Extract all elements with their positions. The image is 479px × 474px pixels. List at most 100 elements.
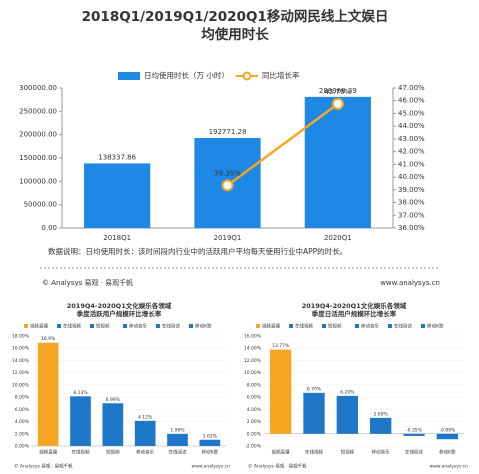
y-tick-label: 6.00%: [15, 407, 30, 413]
bar: [370, 417, 392, 434]
data-label: 13.77%: [272, 343, 290, 349]
bar: [37, 342, 59, 446]
legend-label: 移动K歌: [427, 323, 444, 330]
y-tick-label: -2.00%: [245, 444, 262, 450]
y2-tick-label: 42.00%: [398, 148, 425, 156]
legend-label: 在线视频: [63, 323, 81, 330]
legend-label: 视频直播: [30, 323, 48, 330]
x-tick-label: 2020Q1: [324, 234, 352, 242]
y-tick-label: 10.00%: [12, 382, 30, 388]
line: [226, 102, 339, 187]
legend-label: 日均使用时长（万 小时）: [144, 70, 229, 80]
y-tick-label: 12.00%: [244, 358, 262, 364]
x-tick-label: 在线阅读: [169, 449, 187, 456]
y-tick-label: 300000.00: [19, 84, 57, 92]
legend-swatch: [156, 324, 160, 328]
y-tick-label: 0.00: [41, 224, 57, 232]
line-marker: [331, 97, 344, 110]
legend-label: 短视频: [328, 323, 342, 330]
data-label: 45.75%: [324, 88, 351, 96]
y-tick-label: 0.00%: [15, 444, 30, 450]
y2-tick-label: 39.00%: [398, 186, 425, 194]
x-tick-label: 移动音乐: [372, 449, 390, 456]
chart-title: 2019Q4-2020Q1文化娱乐各领域: [302, 301, 407, 310]
footer-site: www.analysys.cn: [192, 464, 231, 470]
chart-title: 2019Q4-2020Q1文化娱乐各领域: [67, 301, 172, 310]
x-tick-label: 视频直播: [272, 449, 290, 456]
legend-swatch: [256, 324, 260, 328]
data-label: 1.99%: [170, 427, 185, 433]
y-tick-label: 0.00%: [247, 431, 262, 437]
data-label: -0.35%: [406, 427, 423, 433]
footer-brand: © Analysys 易观 · 易观千帆: [248, 463, 307, 470]
y-tick-label: 150000.00: [19, 154, 57, 162]
data-label: 8.13%: [73, 390, 88, 396]
bar: [304, 96, 371, 229]
data-label: 2.60%: [374, 411, 389, 417]
bar: [134, 420, 156, 446]
legend-swatch: [421, 324, 425, 328]
y-tick-label: 100000.00: [19, 177, 57, 185]
y2-tick-label: 44.00%: [398, 122, 425, 130]
x-tick-label: 视频直播: [39, 449, 57, 456]
legend-label: 移动音乐: [361, 323, 379, 330]
footer-brand: © Analysys 易观 · 易观千帆: [14, 463, 73, 470]
legend-swatch: [118, 72, 140, 80]
y-tick-label: 250000.00: [19, 107, 57, 115]
y2-tick-label: 45.00%: [398, 109, 425, 117]
y-tick-label: 200000.00: [19, 131, 57, 139]
bar: [303, 392, 325, 434]
x-tick-label: 短视频: [341, 449, 355, 456]
y-tick-label: 8.00%: [15, 395, 30, 401]
x-tick-label: 在线视频: [305, 449, 323, 456]
bar: [270, 349, 292, 434]
bar: [167, 433, 188, 446]
legend-swatch: [322, 324, 326, 328]
y-tick-label: 8.00%: [247, 382, 262, 388]
legend-label: 移动K歌: [195, 323, 212, 330]
data-label: 39.35%: [214, 169, 241, 177]
y2-tick-label: 47.00%: [398, 84, 425, 92]
y2-tick-label: 37.00%: [398, 211, 425, 219]
line-marker: [221, 179, 234, 192]
y2-tick-label: 46.00%: [398, 97, 425, 105]
data-label: 6.99%: [106, 397, 121, 403]
y2-tick-label: 43.00%: [398, 135, 425, 143]
legend-label: 短视频: [96, 323, 110, 330]
data-label: -0.89%: [439, 427, 456, 433]
bar: [403, 433, 425, 436]
legend-swatch: [123, 324, 127, 328]
y-tick-label: 12.00%: [12, 370, 30, 376]
data-label: 1.02%: [203, 433, 218, 439]
legend-swatch: [289, 324, 293, 328]
y-tick-label: 4.00%: [247, 407, 262, 413]
y2-tick-label: 40.00%: [398, 173, 425, 181]
footer-site: www.analysys.cn: [380, 279, 440, 287]
chart-subtitle: 季度日活用户规模环比增长率: [311, 309, 397, 318]
bar: [436, 433, 458, 440]
x-tick-label: 在线视频: [72, 449, 90, 456]
data-label: 192771.28: [209, 128, 247, 136]
data-label: 138337.86: [98, 153, 136, 161]
y-tick-label: 4.00%: [15, 419, 30, 425]
legend-swatch: [57, 324, 61, 328]
y-tick-label: 18.00%: [12, 334, 30, 340]
x-tick-label: 移动K歌: [202, 449, 219, 456]
data-label: 6.20%: [340, 389, 355, 395]
y2-tick-label: 41.00%: [398, 160, 425, 168]
data-label: 6.70%: [307, 386, 322, 392]
chart-subtitle: 季度活跃用户规模环比增长率: [76, 309, 162, 318]
y-tick-label: 16.00%: [244, 334, 262, 340]
y2-tick-label: 38.00%: [398, 199, 425, 207]
bar: [70, 396, 91, 446]
bar: [199, 439, 221, 446]
legend-marker: [242, 71, 252, 81]
legend-swatch: [355, 324, 359, 328]
legend-swatch: [189, 324, 193, 328]
data-label: 16.9%: [41, 336, 56, 342]
legend-label: 在线视频: [295, 323, 313, 330]
x-tick-label: 2019Q1: [214, 234, 242, 242]
note: 数据说明：日均使用时长：该时间段内行业中的活跃用户平均每天使用行业中APP的时长…: [48, 247, 348, 256]
